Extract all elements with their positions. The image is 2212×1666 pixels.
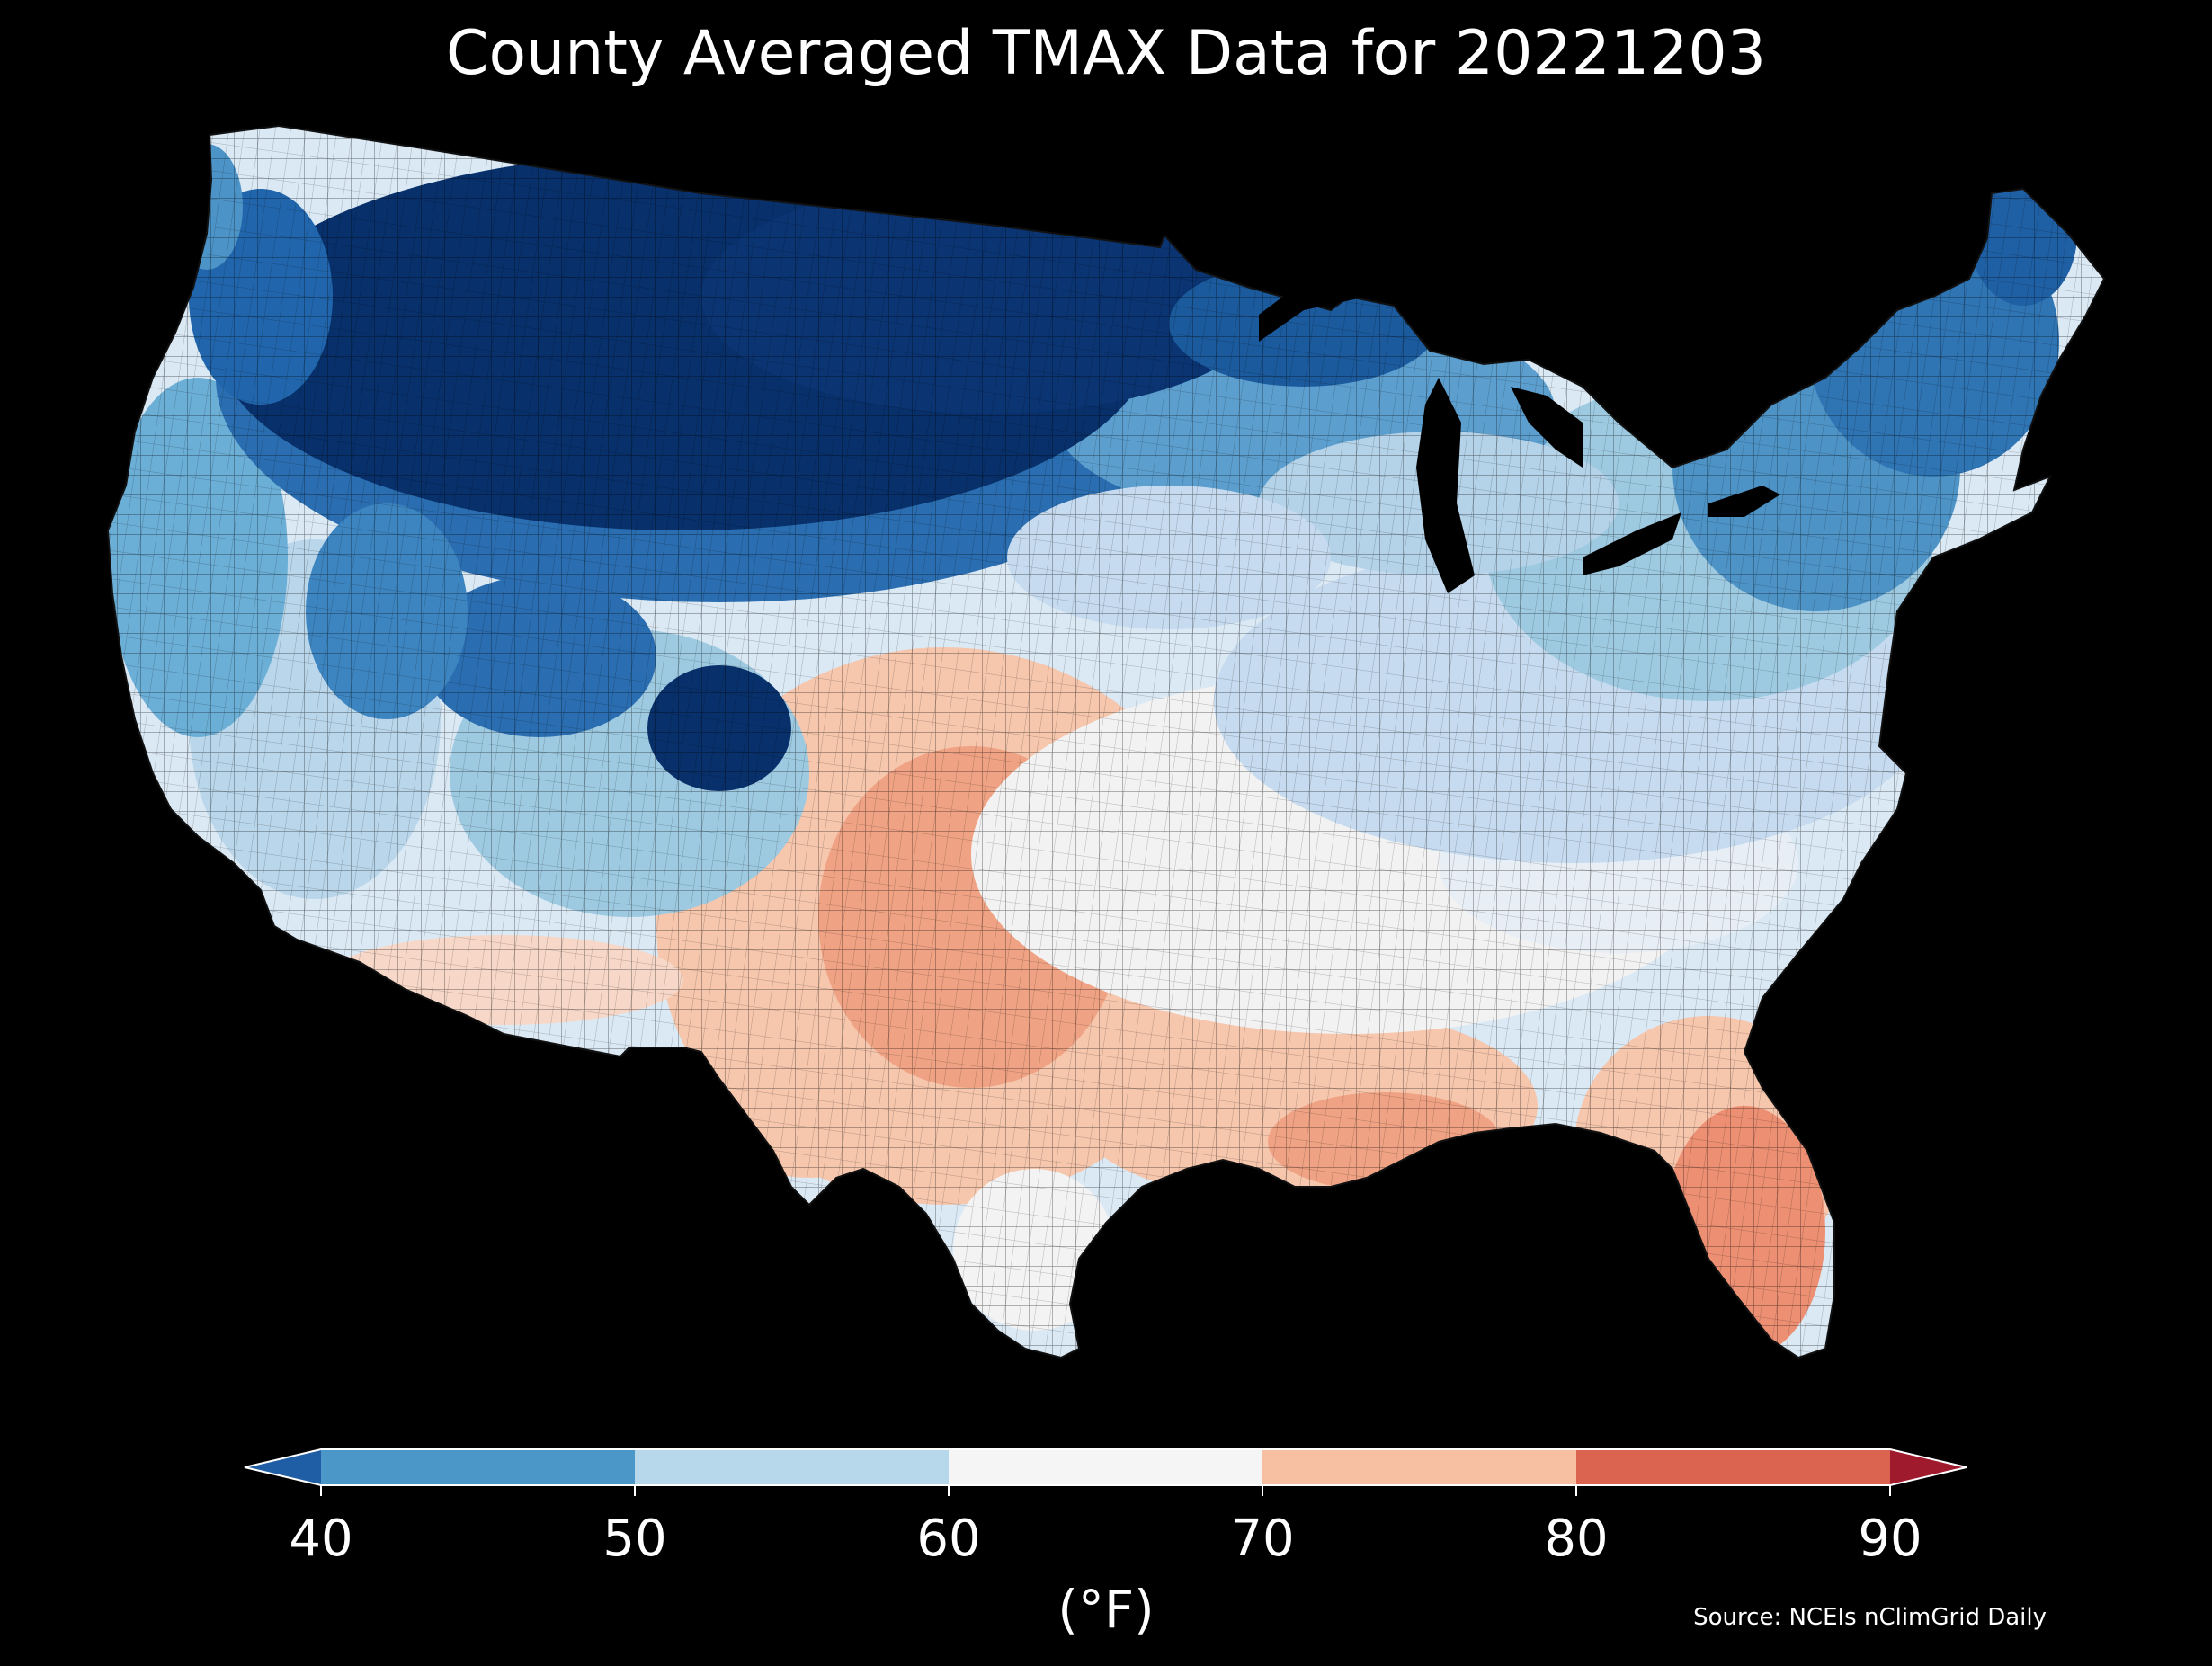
colorbar-tick-label: 70 bbox=[1230, 1510, 1295, 1568]
source-note: Source: NCEIs nClimGrid Daily bbox=[1693, 1604, 2047, 1631]
colorbar-bin-50-60 bbox=[635, 1449, 949, 1485]
colorbar-extend-low bbox=[245, 1449, 321, 1485]
colorbar-bin-80-90 bbox=[1576, 1449, 1890, 1485]
us-outline bbox=[106, 124, 2106, 1359]
map-title: County Averaged TMAX Data for 20221203 bbox=[446, 18, 1766, 89]
colorbar-tick-label: 40 bbox=[289, 1510, 353, 1568]
colorbar-tick-label: 80 bbox=[1544, 1510, 1609, 1568]
great-lakes bbox=[1259, 270, 1780, 593]
colorbar-units: (°F) bbox=[1057, 1579, 1155, 1640]
colorbar-bin-60-70 bbox=[949, 1449, 1262, 1485]
colorbar-bin-40-50 bbox=[321, 1449, 635, 1485]
colorbar-tick-label: 60 bbox=[916, 1510, 981, 1568]
colorbar-tick-label: 50 bbox=[602, 1510, 667, 1568]
colorbar-extend-high bbox=[1890, 1449, 1967, 1485]
colorbar-tick-label: 90 bbox=[1858, 1510, 1922, 1568]
colorbar-bin-70-80 bbox=[1262, 1449, 1576, 1485]
